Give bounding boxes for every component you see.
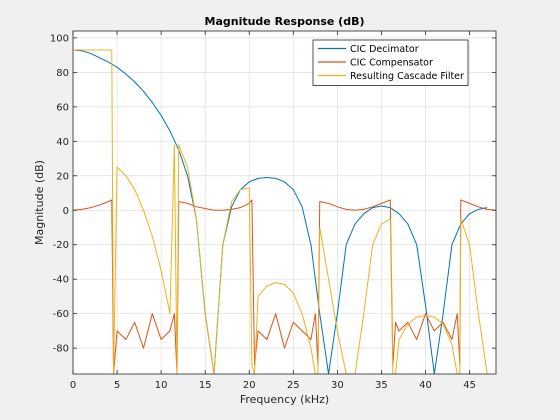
x-axis-label: Frequency (kHz) bbox=[240, 393, 329, 406]
y-tick-label: 100 bbox=[50, 33, 69, 44]
x-tick-label: 10 bbox=[155, 380, 168, 391]
x-tick-label: 30 bbox=[331, 380, 344, 391]
grid-lines bbox=[72, 31, 496, 374]
chart-title: Magnitude Response (dB) bbox=[205, 15, 365, 28]
y-tick-label: -40 bbox=[53, 275, 69, 286]
legend[interactable]: CIC Decimator CIC Compensator Resulting Ca… bbox=[312, 39, 469, 86]
series-line-0 bbox=[73, 49, 488, 374]
y-axis-label: Magnitude (dB) bbox=[33, 160, 46, 245]
axes-box bbox=[72, 30, 497, 375]
series-layer bbox=[73, 49, 496, 374]
y-tick-label: 80 bbox=[56, 68, 69, 79]
legend-entry-0: CIC Decimator bbox=[350, 44, 419, 55]
y-tick-label: 60 bbox=[56, 102, 69, 113]
x-tick-label: 0 bbox=[70, 380, 76, 391]
y-tick-label: 20 bbox=[56, 171, 69, 182]
legend-entry-2: Resulting Cascade Filter bbox=[350, 71, 464, 82]
y-tick-label: -80 bbox=[53, 344, 69, 355]
y-tick-label: -20 bbox=[53, 240, 69, 251]
legend-entry-1: CIC Compensator bbox=[350, 57, 433, 68]
x-tick-label: 40 bbox=[419, 380, 432, 391]
y-tick-label: 40 bbox=[56, 137, 69, 148]
x-tick-label: 5 bbox=[114, 380, 120, 391]
y-tick-label: 0 bbox=[63, 206, 69, 217]
series-line-2 bbox=[73, 49, 488, 374]
axis-ticks: 0 5 10 15 20 25 30 35 40 45 100 80 60 40 20 0 -20 -40 -60 -… bbox=[50, 31, 496, 391]
x-tick-label: 15 bbox=[199, 380, 212, 391]
series-line-1 bbox=[73, 199, 496, 374]
x-tick-label: 20 bbox=[243, 380, 256, 391]
x-tick-label: 25 bbox=[287, 380, 300, 391]
legend-box bbox=[312, 39, 469, 86]
x-tick-label: 35 bbox=[375, 380, 388, 391]
y-tick-label: -60 bbox=[53, 309, 69, 320]
x-tick-label: 45 bbox=[463, 380, 476, 391]
